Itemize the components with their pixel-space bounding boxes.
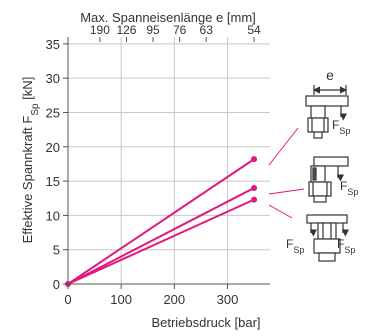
force-label-2: FSp — [340, 179, 358, 197]
top-tick-label: 63 — [200, 23, 214, 37]
series-endpoint-1 — [251, 156, 258, 163]
y-tick-label: 25 — [46, 105, 60, 120]
top-tick-label: 190 — [90, 23, 110, 37]
leader-line-1 — [268, 127, 299, 166]
force-label-3-right: FSp — [337, 237, 355, 255]
top-tick-label: 126 — [116, 23, 136, 37]
x-tick-label: 100 — [110, 292, 132, 307]
x-tick-label: 200 — [163, 292, 185, 307]
y-tick-label: 10 — [46, 208, 60, 223]
axes — [63, 37, 270, 289]
leader-line-3 — [268, 204, 293, 219]
top-axis-title: Max. Spanneisenlänge e [mm] — [80, 10, 256, 25]
leader-lines — [268, 127, 305, 219]
y-tick-label: 5 — [53, 243, 60, 258]
y-axis-label-sub: Sp — [30, 103, 41, 116]
y-axis-label: Effektive Spannkraft FSp [kN] — [20, 77, 41, 244]
tick-labels: 0 5 10 15 20 25 30 35 0 100 200 300 190 126 95 76 63 54 — [46, 23, 262, 307]
y-tick-label: 15 — [46, 174, 60, 189]
force-label-1: FSp — [332, 118, 350, 136]
clamp-illustration-top — [305, 85, 349, 139]
x-tick-label: 300 — [217, 292, 239, 307]
clamp-dimension-label: e — [326, 67, 334, 83]
y-axis-label-unit: [kN] — [20, 77, 35, 104]
clamp-illustration-bottom — [306, 214, 349, 262]
top-tick-label: 95 — [146, 23, 160, 37]
leader-line-2 — [268, 188, 305, 195]
series-group — [65, 156, 258, 287]
y-tick-label: 0 — [53, 277, 60, 292]
series-endpoint-2 — [251, 184, 258, 191]
top-tick-label: 54 — [247, 23, 261, 37]
force-label-3-left: FSp — [286, 237, 304, 255]
series-line-1 — [67, 158, 255, 285]
y-tick-label: 30 — [46, 71, 60, 86]
top-tick-label: 76 — [173, 23, 187, 37]
y-tick-label: 20 — [46, 140, 60, 155]
grid — [68, 37, 270, 284]
series-endpoint-3 — [251, 196, 258, 203]
y-tick-label: 35 — [46, 37, 60, 52]
x-axis-label: Betriebsdruck [bar] — [151, 315, 260, 330]
x-tick-label: 0 — [64, 292, 71, 307]
series-line-2 — [67, 187, 255, 285]
clamp-illustration-middle — [308, 156, 349, 203]
series-line-3 — [67, 198, 255, 285]
